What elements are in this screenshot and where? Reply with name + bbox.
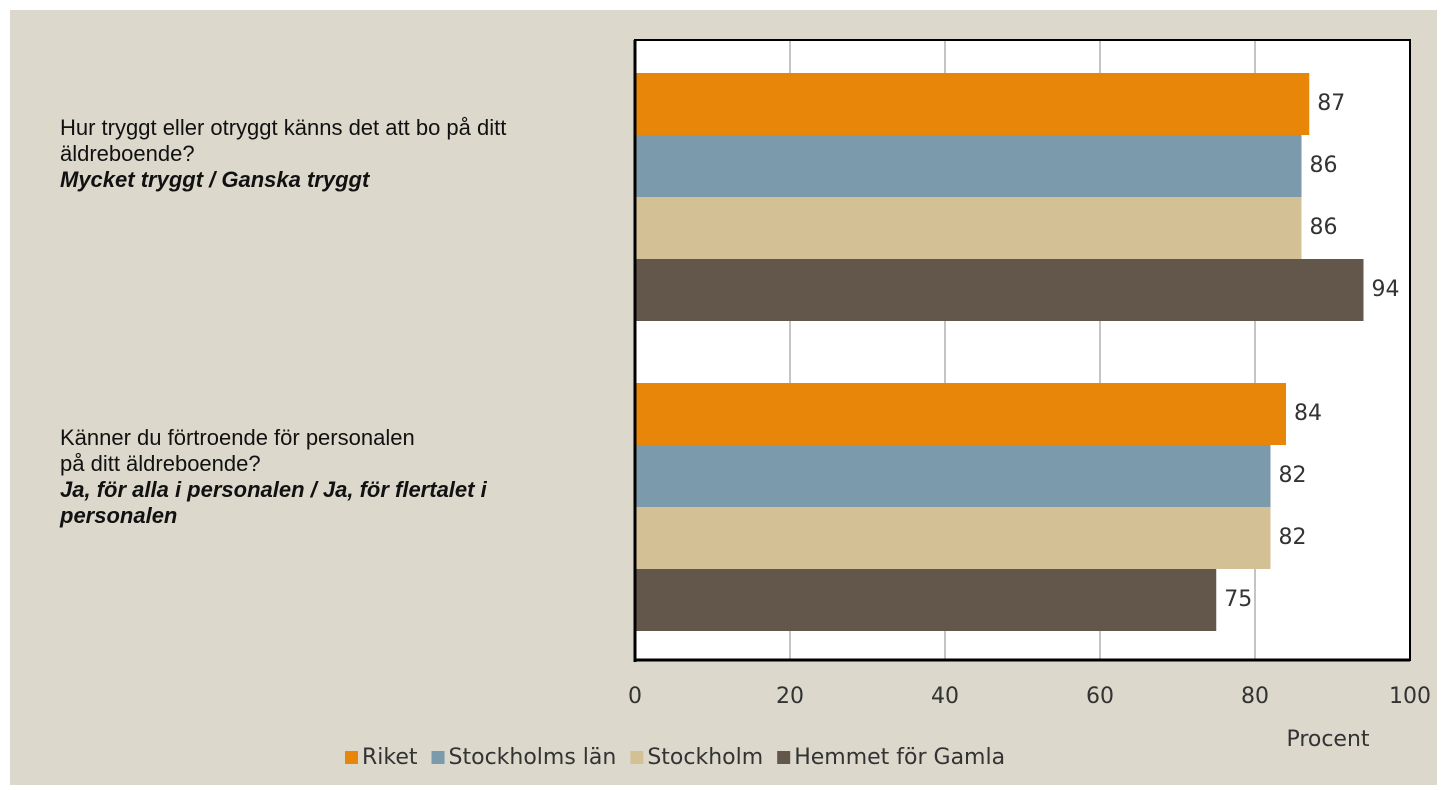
value-label: 94 <box>1372 277 1400 302</box>
value-label: 84 <box>1294 401 1322 426</box>
bar <box>635 445 1271 507</box>
category-label: Känner du förtroende för personalen på d… <box>60 425 585 529</box>
legend-item: Stockholm <box>630 745 763 770</box>
value-label: 86 <box>1310 153 1338 178</box>
value-label: 75 <box>1224 587 1252 612</box>
x-axis-label: Procent <box>1286 727 1369 752</box>
x-tick-label: 0 <box>628 684 642 709</box>
value-label: 82 <box>1279 525 1307 550</box>
bar <box>635 197 1302 259</box>
category-label: Hur tryggt eller otryggt känns det att b… <box>60 115 585 193</box>
legend-label: Riket <box>362 745 418 770</box>
bar <box>635 383 1286 445</box>
legend-label: Stockholm <box>647 745 763 770</box>
value-label: 82 <box>1279 463 1307 488</box>
answer-note: Ja, för alla i personalen / Ja, för fler… <box>60 477 487 528</box>
bar <box>635 135 1302 197</box>
x-tick-label: 40 <box>931 684 959 709</box>
value-label: 86 <box>1310 215 1338 240</box>
legend-label: Stockholms län <box>449 745 617 770</box>
question: Känner du förtroende för personalen på d… <box>60 425 415 476</box>
value-label: 87 <box>1317 91 1345 116</box>
bar <box>635 259 1364 321</box>
answer-note: Mycket tryggt / Ganska tryggt <box>60 167 370 192</box>
x-tick-label: 60 <box>1086 684 1114 709</box>
x-tick-label: 100 <box>1389 684 1431 709</box>
bar <box>635 507 1271 569</box>
legend-label: Hemmet för Gamla <box>794 745 1005 770</box>
question: Hur tryggt eller otryggt känns det att b… <box>60 115 507 166</box>
legend-swatch <box>630 751 644 764</box>
x-tick-label: 20 <box>776 684 804 709</box>
x-tick-label: 80 <box>1241 684 1269 709</box>
legend-item: Riket <box>345 745 418 770</box>
legend-swatch <box>345 751 358 764</box>
legend-swatch <box>777 751 791 764</box>
legend-swatch <box>431 751 445 764</box>
legend-item: Stockholms län <box>431 745 617 770</box>
bar <box>635 73 1310 135</box>
bar <box>635 569 1217 631</box>
legend-item: Hemmet för Gamla <box>777 745 1005 770</box>
